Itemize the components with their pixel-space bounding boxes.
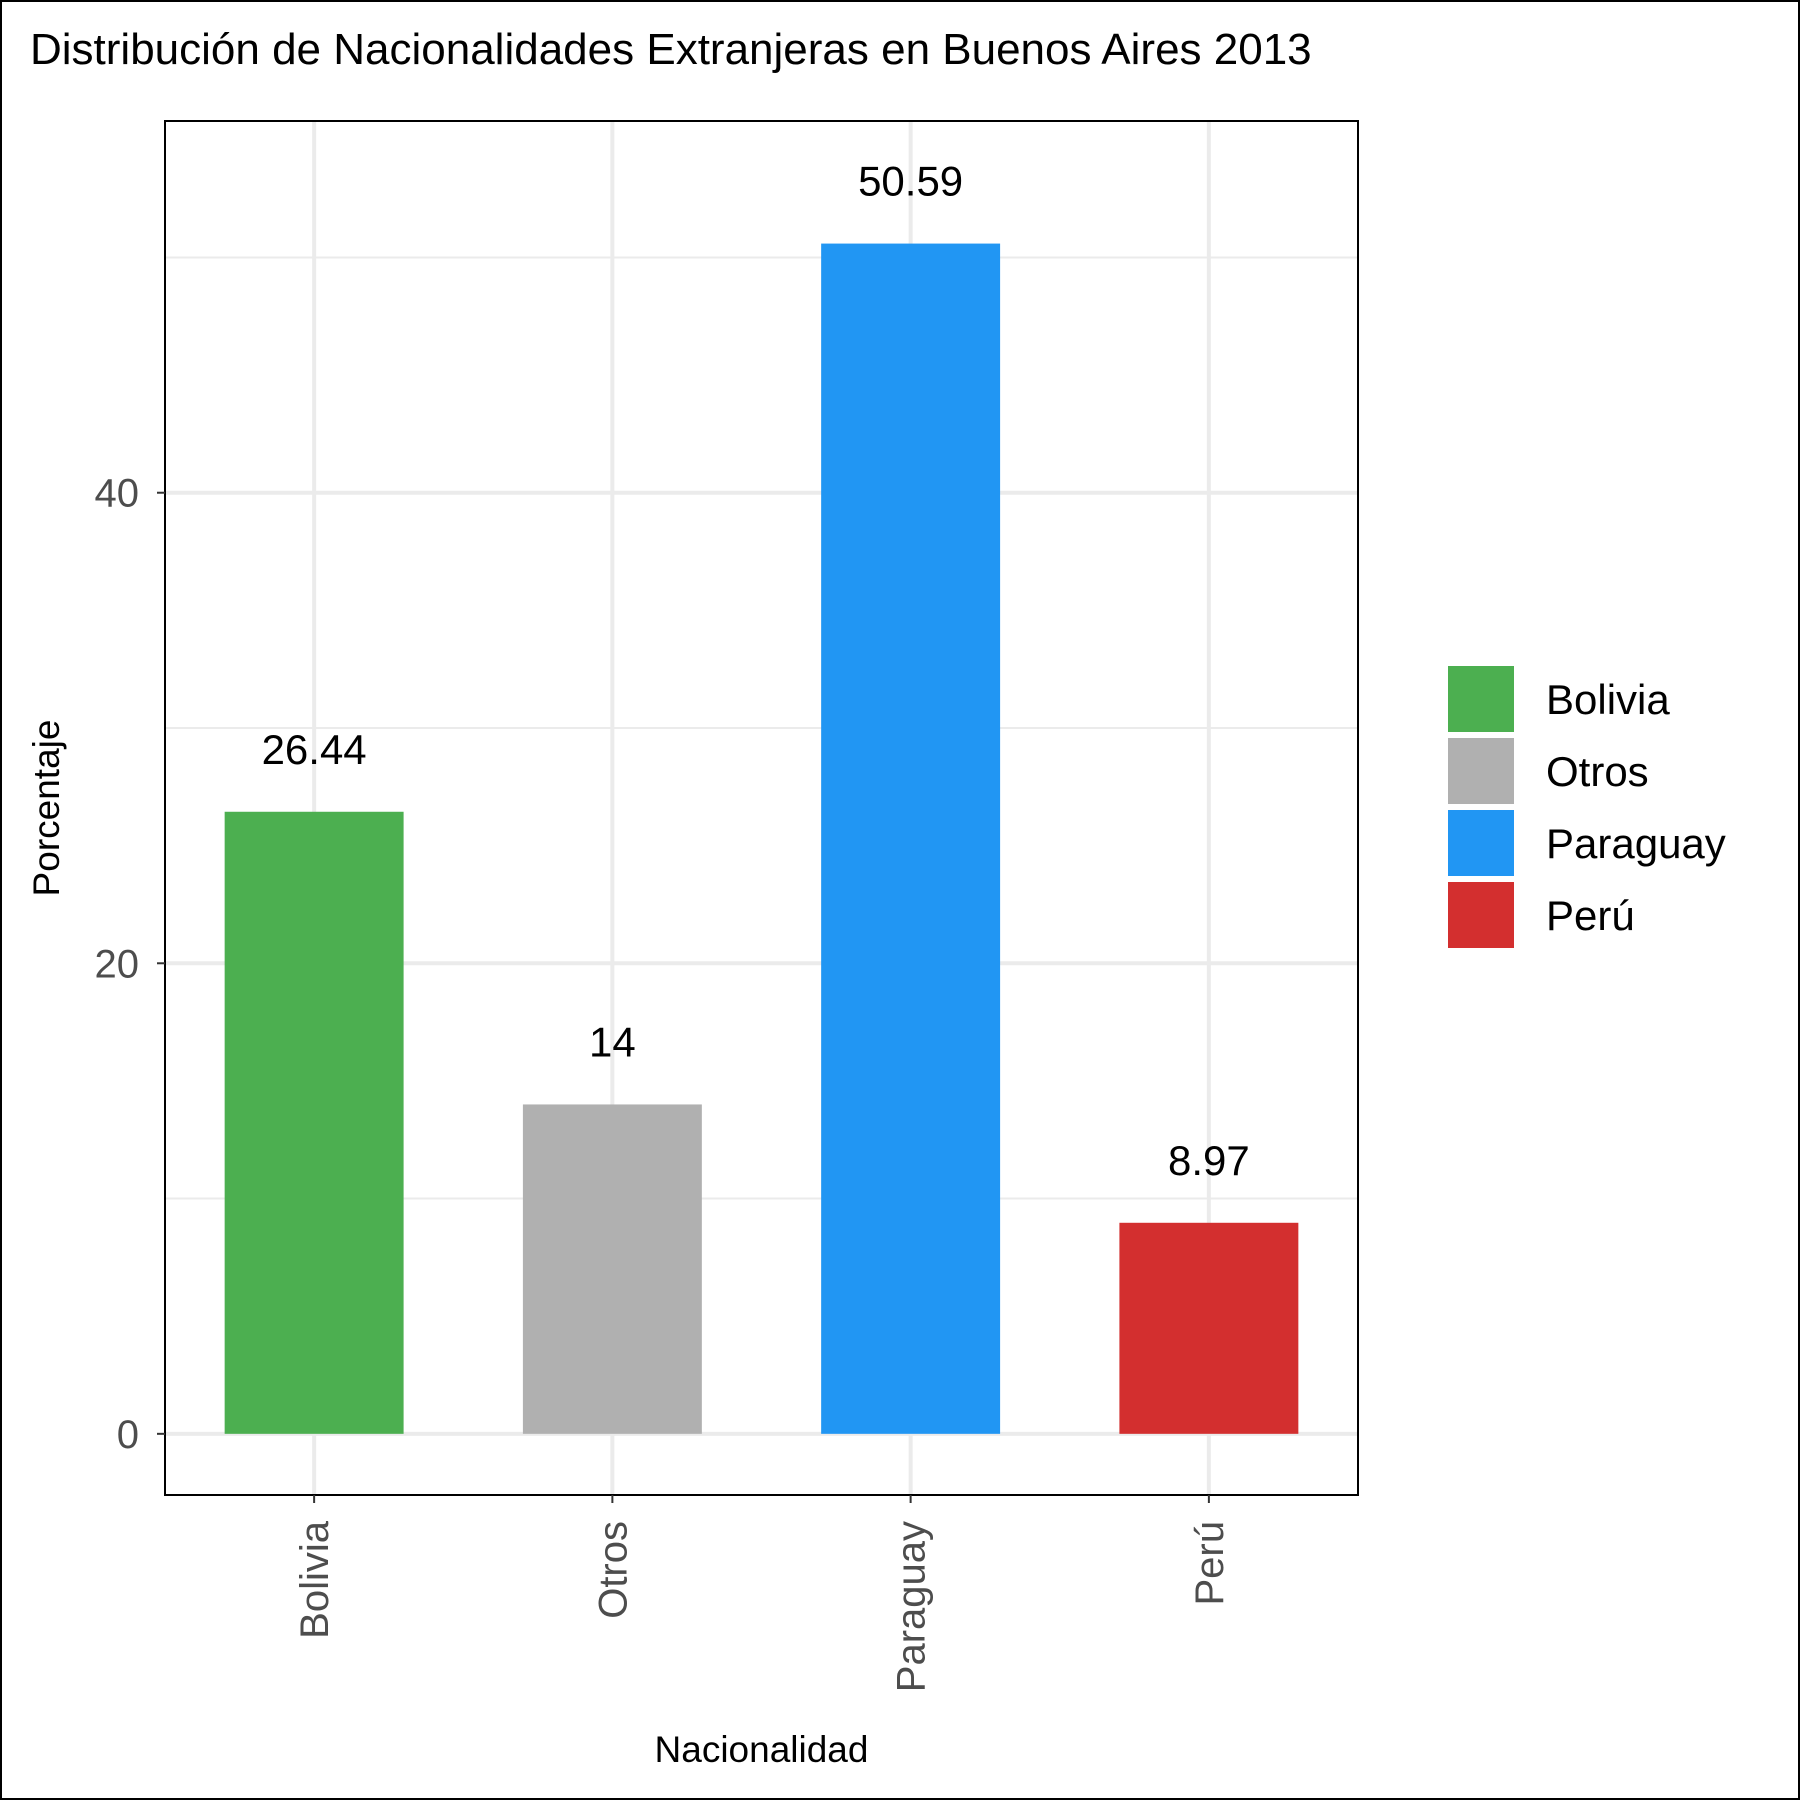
x-axis-ticks: Bolivia Otros Paraguay Perú (293, 1495, 1232, 1692)
legend-key-otros (1448, 738, 1514, 804)
data-label: 50.59 (858, 158, 963, 205)
legend-key-paraguay (1448, 810, 1514, 876)
x-tick-label: Bolivia (293, 1520, 337, 1639)
data-label: 14 (589, 1018, 636, 1065)
bars (224, 243, 1299, 1434)
bar-otros (522, 1104, 702, 1434)
plot-panel-border (164, 120, 1359, 1496)
x-tick-label: Otros (591, 1521, 635, 1619)
bar-bolivia (224, 811, 404, 1434)
bar-paraguay (821, 243, 1001, 1434)
y-tick-label: 0 (117, 1413, 139, 1457)
legend: Bolivia Otros Paraguay Perú (1448, 666, 1726, 948)
bar-perú (1119, 1222, 1299, 1434)
data-labels: 26.44 14 50.59 8.97 (262, 158, 1250, 1184)
data-label: 8.97 (1168, 1137, 1250, 1184)
y-tick-label: 20 (95, 942, 140, 986)
x-axis-title: Nacionalidad (655, 1729, 869, 1770)
chart-title: Distribución de Nacionalidades Extranjer… (30, 25, 1312, 74)
legend-label: Paraguay (1546, 820, 1726, 867)
legend-key-perú (1448, 882, 1514, 948)
legend-label: Otros (1546, 748, 1649, 795)
legend-label: Perú (1546, 892, 1635, 939)
y-axis-ticks: 0 20 40 (95, 472, 165, 1457)
data-label: 26.44 (262, 726, 367, 773)
x-tick-label: Paraguay (890, 1521, 934, 1692)
y-tick-label: 40 (95, 472, 140, 516)
x-tick-label: Perú (1188, 1521, 1232, 1606)
y-axis-title: Porcentaje (26, 720, 67, 897)
legend-label: Bolivia (1546, 676, 1670, 723)
legend-key-bolivia (1448, 666, 1514, 732)
